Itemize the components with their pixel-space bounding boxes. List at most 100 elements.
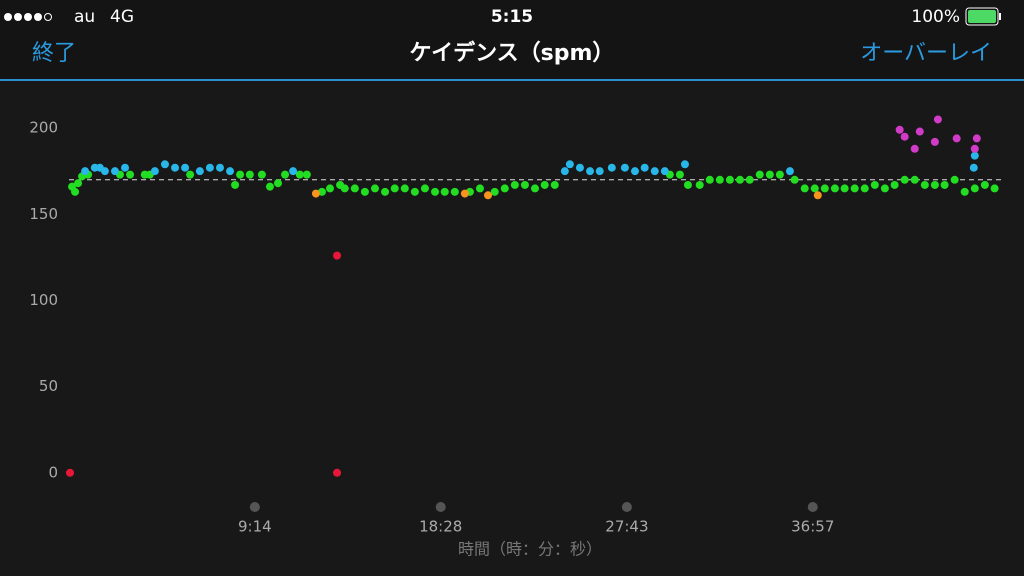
data-point bbox=[360, 187, 369, 196]
data-point bbox=[333, 468, 342, 477]
data-point bbox=[940, 180, 949, 189]
data-point bbox=[181, 163, 190, 172]
x-tick-label: 36:57 bbox=[791, 518, 834, 536]
data-point bbox=[410, 187, 419, 196]
data-point bbox=[484, 191, 493, 200]
data-point bbox=[195, 167, 204, 176]
data-point bbox=[970, 184, 979, 193]
data-point bbox=[705, 175, 714, 184]
data-point bbox=[350, 184, 359, 193]
data-point bbox=[440, 187, 449, 196]
data-point bbox=[289, 167, 298, 176]
data-point bbox=[530, 184, 539, 193]
data-point bbox=[715, 175, 724, 184]
data-point bbox=[910, 175, 919, 184]
data-point bbox=[575, 163, 584, 172]
data-point bbox=[257, 170, 266, 179]
y-tick-label: 200 bbox=[29, 119, 58, 137]
data-point bbox=[840, 184, 849, 193]
data-point bbox=[880, 184, 889, 193]
data-point bbox=[810, 184, 819, 193]
nav-title: ケイデンス（spm） bbox=[410, 40, 615, 66]
data-point bbox=[595, 167, 604, 176]
data-point bbox=[302, 170, 311, 179]
data-point bbox=[121, 163, 130, 172]
x-tick-label: 27:43 bbox=[605, 518, 648, 536]
data-point bbox=[560, 167, 569, 176]
data-point bbox=[900, 132, 909, 141]
x-axis-title: 時間（時：分：秒） bbox=[458, 540, 602, 559]
data-point bbox=[370, 184, 379, 193]
data-point bbox=[460, 189, 469, 198]
data-point bbox=[450, 187, 459, 196]
data-point bbox=[400, 184, 409, 193]
data-point bbox=[950, 175, 959, 184]
data-point bbox=[381, 187, 390, 196]
overlay-button[interactable]: オーバーレイ bbox=[860, 41, 992, 66]
data-point bbox=[970, 144, 979, 153]
data-point bbox=[800, 184, 809, 193]
x-tick-marker bbox=[249, 502, 260, 512]
data-point bbox=[640, 163, 649, 172]
data-point bbox=[510, 180, 519, 189]
data-point bbox=[755, 170, 764, 179]
y-tick-label: 50 bbox=[39, 377, 58, 395]
data-point bbox=[675, 170, 684, 179]
x-tick-marker bbox=[621, 502, 632, 512]
data-point bbox=[990, 184, 999, 193]
data-point bbox=[186, 170, 195, 179]
data-point bbox=[231, 180, 240, 189]
data-point bbox=[66, 468, 75, 477]
data-point bbox=[317, 187, 326, 196]
y-tick-label: 150 bbox=[29, 205, 58, 223]
data-point bbox=[340, 184, 349, 193]
battery-icon bbox=[965, 7, 1001, 26]
data-point bbox=[630, 167, 639, 176]
data-point bbox=[295, 170, 304, 179]
network: 4G bbox=[110, 7, 134, 27]
data-point bbox=[205, 163, 214, 172]
x-tick-marker bbox=[807, 502, 818, 512]
data-point bbox=[930, 180, 939, 189]
data-point bbox=[265, 182, 274, 191]
data-point bbox=[160, 160, 169, 169]
y-tick-label: 0 bbox=[48, 463, 58, 481]
data-point bbox=[215, 163, 224, 172]
data-point bbox=[333, 251, 342, 260]
data-point bbox=[915, 127, 924, 136]
data-point bbox=[126, 170, 135, 179]
chart-area bbox=[0, 81, 1024, 576]
data-point bbox=[933, 115, 942, 124]
data-point bbox=[226, 167, 235, 176]
clock: 5:15 bbox=[491, 7, 533, 27]
data-point bbox=[565, 160, 574, 169]
data-point bbox=[972, 134, 981, 143]
data-point bbox=[820, 184, 829, 193]
data-point bbox=[71, 187, 80, 196]
data-point bbox=[683, 180, 692, 189]
data-point bbox=[775, 170, 784, 179]
data-point bbox=[725, 175, 734, 184]
data-point bbox=[326, 184, 335, 193]
data-point bbox=[620, 163, 629, 172]
data-point bbox=[980, 180, 989, 189]
data-point bbox=[860, 184, 869, 193]
data-point bbox=[500, 184, 509, 193]
data-point bbox=[695, 180, 704, 189]
data-point bbox=[680, 160, 689, 169]
data-point bbox=[490, 187, 499, 196]
nav-divider bbox=[0, 79, 1024, 81]
data-point bbox=[952, 134, 961, 143]
data-point bbox=[110, 167, 119, 176]
data-point bbox=[475, 184, 484, 193]
data-point bbox=[74, 179, 83, 188]
done-button[interactable]: 終了 bbox=[32, 41, 76, 66]
data-point bbox=[171, 163, 180, 172]
data-point bbox=[785, 167, 794, 176]
data-point bbox=[274, 179, 283, 188]
data-point bbox=[830, 184, 839, 193]
data-point bbox=[745, 175, 754, 184]
data-point bbox=[420, 184, 429, 193]
data-point bbox=[390, 184, 399, 193]
